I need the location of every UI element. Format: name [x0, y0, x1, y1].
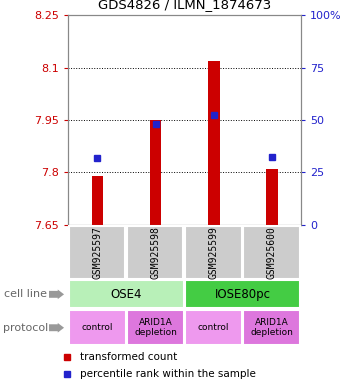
Text: ARID1A
depletion: ARID1A depletion — [251, 318, 293, 338]
Text: GSM925599: GSM925599 — [209, 226, 219, 278]
Text: control: control — [198, 323, 230, 332]
Text: cell line: cell line — [4, 289, 47, 300]
Bar — [127, 226, 183, 279]
Bar — [243, 226, 300, 279]
Text: OSE4: OSE4 — [111, 288, 142, 301]
Bar — [266, 169, 278, 225]
Text: transformed count: transformed count — [80, 352, 177, 362]
Bar — [185, 280, 300, 308]
Text: ARID1A
depletion: ARID1A depletion — [134, 318, 177, 338]
Bar — [243, 310, 300, 345]
Text: IOSE80pc: IOSE80pc — [215, 288, 271, 301]
Text: percentile rank within the sample: percentile rank within the sample — [80, 369, 256, 379]
Bar — [127, 310, 184, 345]
Title: GDS4826 / ILMN_1874673: GDS4826 / ILMN_1874673 — [98, 0, 271, 12]
Text: control: control — [82, 323, 113, 332]
Bar — [69, 280, 184, 308]
Text: GSM925600: GSM925600 — [267, 226, 277, 278]
Bar — [150, 120, 161, 225]
Text: protocol: protocol — [4, 323, 49, 333]
Bar — [185, 226, 241, 279]
Bar — [69, 226, 125, 279]
Text: GSM925597: GSM925597 — [92, 226, 102, 278]
Bar — [69, 310, 126, 345]
Bar — [91, 176, 103, 225]
Text: GSM925598: GSM925598 — [150, 226, 161, 278]
Bar — [185, 310, 242, 345]
Bar — [208, 61, 219, 225]
